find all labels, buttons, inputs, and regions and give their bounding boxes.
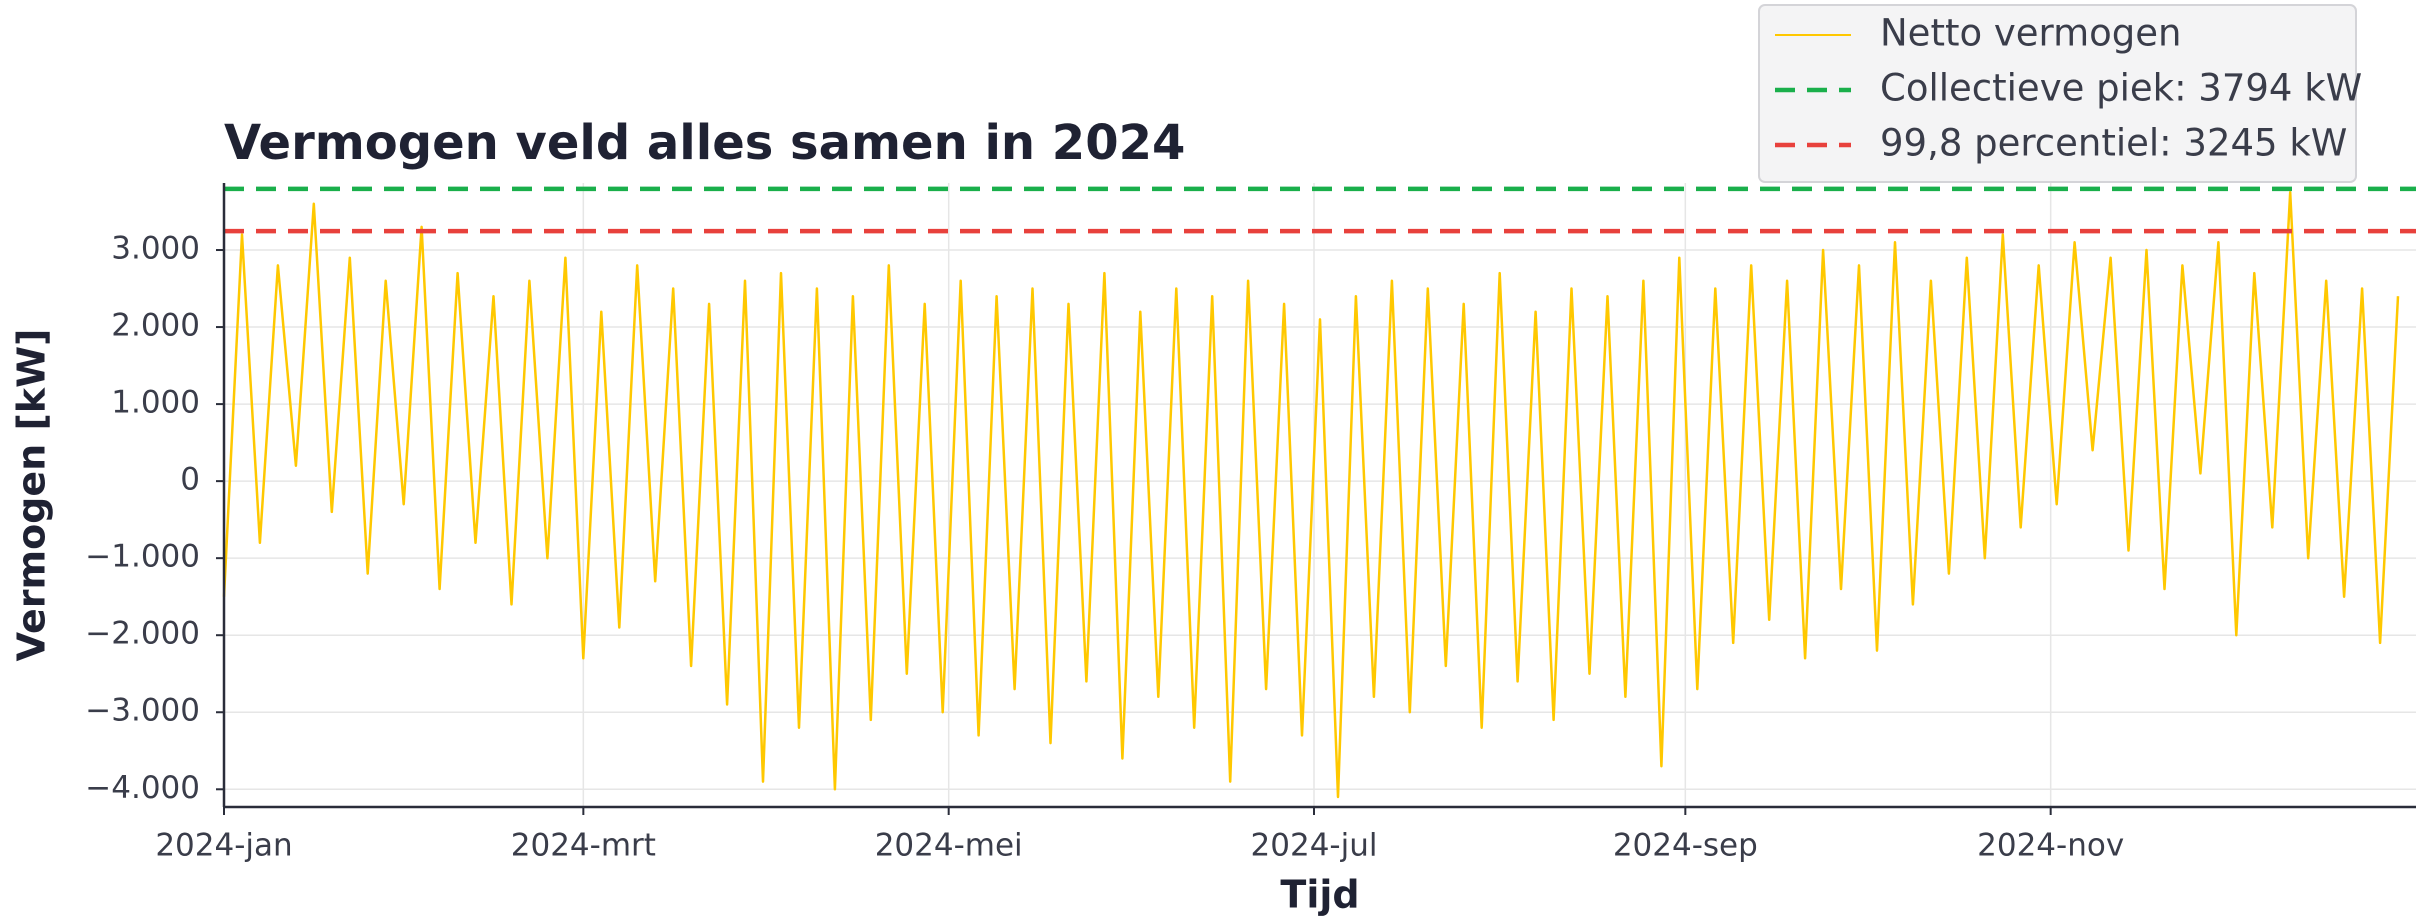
x-tick-label: 2024-sep [1613,828,1758,864]
y-tick-label: 1.000 [111,385,200,421]
y-axis-label: Vermogen [kW] [10,329,54,662]
x-tick-label: 2024-jan [155,828,292,864]
y-tick-label: −2.000 [85,616,200,652]
x-axis-label: Tijd [1280,873,1359,917]
legend-label: Netto vermogen [1880,12,2181,55]
legend: Netto vermogen Collectieve piek: 3794 kW 9… [1758,4,2362,183]
x-tick-label: 2024-mei [875,828,1023,864]
y-tick-label: −4.000 [85,770,200,806]
data-line [222,190,2400,799]
y-tick-label: −1.000 [85,539,200,575]
x-tick-label: 2024-jul [1251,828,1378,864]
plot-area [222,186,2416,799]
grid: −4.000 −3.000 −2.000 −1.000 0 1.000 2.000 3.000… [85,183,2416,864]
y-tick-label: 3.000 [111,231,200,267]
legend-label: 99,8 percentiel: 3245 kW [1880,122,2347,165]
x-tick-label: 2024-mrt [511,828,656,864]
legend-label: Collectieve piek: 3794 kW [1880,67,2362,110]
y-tick-label: 2.000 [111,308,200,344]
legend-box [1758,4,2357,183]
x-tick-label: 2024-nov [1977,828,2124,864]
chart-title: Vermogen veld alles samen in 2024 [224,115,1185,171]
y-tick-label: 0 [180,462,200,498]
y-tick-label: −3.000 [85,693,200,729]
